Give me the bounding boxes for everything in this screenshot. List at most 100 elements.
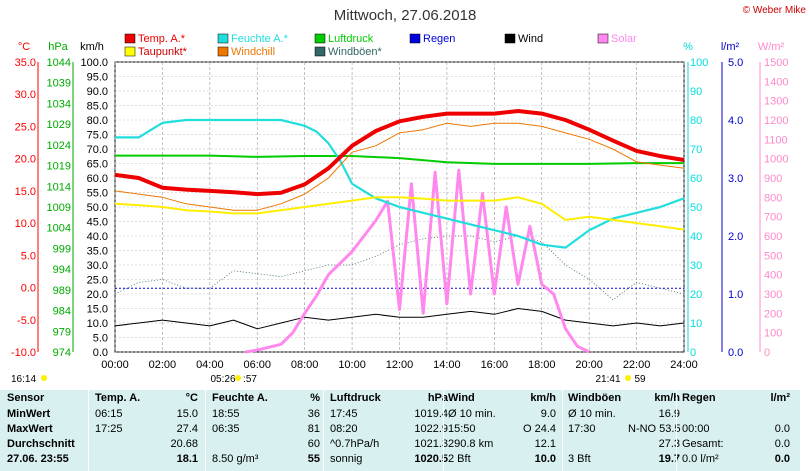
wind-tick-label: 30.0: [87, 260, 108, 272]
wind-tick-label: 25.0: [87, 275, 108, 287]
table-cell: 15.0: [176, 408, 198, 420]
solar-tick-label: 100: [764, 328, 782, 340]
pressure-tick-label: 1034: [47, 98, 71, 110]
humidity-tick-label: 40: [690, 231, 702, 243]
table-column-divider: [205, 390, 206, 471]
pressure-tick-label: 989: [53, 285, 71, 297]
table-cell: 06:35: [212, 423, 240, 435]
humidity-tick-label: 90: [690, 86, 702, 98]
sunset-icon-label: 59: [634, 374, 646, 385]
humidity-tick-label: 0: [690, 347, 696, 359]
wind-tick-label: 100.0: [80, 57, 108, 69]
temp-tick-label: 35.0: [15, 57, 36, 69]
pressure-tick-label: 974: [53, 347, 71, 359]
rain-tick-label: 5.0: [728, 57, 743, 69]
solar-tick-label: 900: [764, 173, 782, 185]
weather-chart: Mittwoch, 27.06.2018 © Weber Mike Temp. A.…: [11, 5, 807, 385]
table-cell: 08:20: [330, 423, 358, 435]
series-wind-line: [114, 308, 685, 330]
current-time-icon: [41, 375, 47, 381]
x-tick-label: 24:00: [670, 359, 698, 371]
table-cell: 06:15: [95, 408, 123, 420]
series-solar-line: [245, 168, 590, 354]
table-row-label: MinWert: [7, 408, 51, 420]
pressure-tick-label: 1029: [47, 119, 71, 131]
table-header-cell: Regen: [682, 392, 716, 404]
table-cell: 16.9: [658, 408, 680, 420]
legend-label: Windböen*: [328, 46, 383, 58]
humidity-tick-label: 100: [690, 57, 708, 69]
table-cell: 1022.9: [414, 423, 448, 435]
table-header-cell: Luftdruck: [330, 392, 381, 404]
wind-tick-label: 15.0: [87, 304, 108, 316]
solar-tick-label: 500: [764, 250, 782, 262]
table-cell: 3 Bft: [568, 453, 591, 465]
temp-tick-label: 10.0: [15, 218, 36, 230]
temp-tick-label: 20.0: [15, 154, 36, 166]
table-cell: N-NO 53.5: [628, 423, 681, 435]
rain-tick-label: 1.0: [728, 289, 743, 301]
solar-axis-unit: W/m²: [758, 41, 785, 53]
table-header-cell: Feuchte A.: [212, 392, 268, 404]
wind-tick-label: 85.0: [87, 101, 108, 113]
x-tick-label: 10:00: [338, 359, 366, 371]
temp-tick-label: 15.0: [15, 186, 36, 198]
table-column-divider: [443, 390, 444, 471]
legend-label: Feuchte A.*: [231, 33, 289, 45]
sunrise-icon-label: :57: [243, 374, 257, 385]
solar-tick-label: 1500: [764, 57, 788, 69]
humidity-tick-label: 60: [690, 173, 702, 185]
table-cell: 9.0: [540, 408, 556, 420]
wind-tick-label: 65.0: [87, 159, 108, 171]
table-header-cell: °C: [185, 392, 198, 404]
table-cell: 0.0 l/m²: [682, 453, 719, 465]
pressure-tick-label: 1004: [47, 223, 71, 235]
legend-label: Luftdruck: [328, 33, 374, 45]
table-row-label: 27.06. 23:55: [7, 453, 69, 465]
table-cell: 27.4: [176, 423, 198, 435]
x-tick-label: 04:00: [196, 359, 224, 371]
table-cell: 10.0: [534, 453, 556, 465]
table-header-cell: hPa: [427, 392, 448, 404]
table-cell: 19.7: [658, 453, 680, 465]
table-cell: 8.50 g/m³: [212, 453, 259, 465]
x-tick-label: 22:00: [623, 359, 651, 371]
wind-tick-label: 55.0: [87, 188, 108, 200]
x-tick-label: 12:00: [386, 359, 414, 371]
pressure-tick-label: 1044: [47, 57, 71, 69]
temp-axis-unit: °C: [18, 41, 30, 53]
x-tick-label: 06:00: [243, 359, 271, 371]
wind-tick-label: 60.0: [87, 173, 108, 185]
table-cell: 18.1: [176, 453, 198, 465]
legend-label: Temp. A.*: [138, 33, 186, 45]
table-cell: 60: [307, 438, 320, 450]
x-tick-label: 18:00: [528, 359, 556, 371]
pressure-tick-label: 1014: [47, 181, 71, 193]
wind-tick-label: 75.0: [87, 130, 108, 142]
wind-tick-label: 20.0: [87, 289, 108, 301]
legend-swatch: [314, 46, 326, 57]
x-tick-label: 20:00: [575, 359, 603, 371]
x-tick-label: 16:00: [481, 359, 509, 371]
wind-tick-label: 45.0: [87, 217, 108, 229]
legend-swatch: [409, 33, 421, 44]
sunrise-icon: [235, 375, 241, 381]
solar-tick-label: 1000: [764, 154, 788, 166]
wind-tick-label: 0.0: [93, 347, 108, 359]
legend-label: Taupunkt*: [138, 46, 188, 58]
sunset-icon: [625, 375, 631, 381]
table-header-cell: %: [310, 392, 320, 404]
wind-tick-label: 40.0: [87, 231, 108, 243]
x-tick-label: 02:00: [149, 359, 177, 371]
solar-tick-label: 1100: [764, 134, 788, 146]
humidity-tick-label: 10: [690, 318, 702, 330]
table-cell: 17:30: [568, 423, 596, 435]
table-column-divider: [88, 390, 89, 471]
table-cell: 18:55: [212, 408, 240, 420]
solar-tick-label: 300: [764, 289, 782, 301]
table-cell: 0.0: [774, 453, 790, 465]
table-cell: 1021.3: [414, 438, 448, 450]
humidity-tick-label: 30: [690, 260, 702, 272]
table-cell: Gesamt:: [682, 438, 724, 450]
table-cell: 00:00: [682, 423, 710, 435]
